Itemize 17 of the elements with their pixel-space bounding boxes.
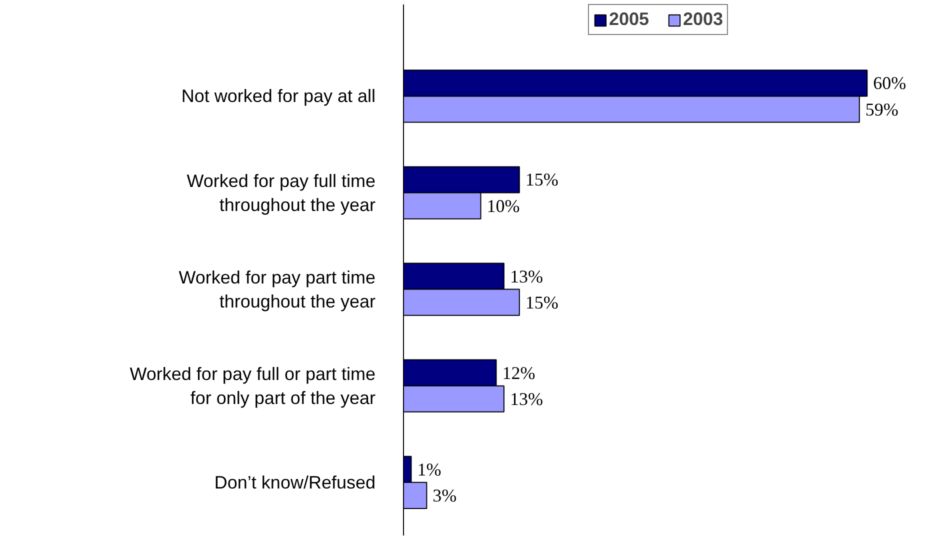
legend-label: 2003 <box>683 9 724 30</box>
data-label: 15% <box>525 292 558 312</box>
y-tick-label: Not worked for pay at all <box>181 86 376 106</box>
data-label: 15% <box>525 170 558 190</box>
data-label: 59% <box>865 99 898 120</box>
data-label: 60% <box>873 73 906 94</box>
y-tick-label: Worked for pay full time throughout the year <box>186 170 376 215</box>
y-tick-label: Worked for pay part time throughout the year <box>178 267 376 312</box>
data-label: 3% <box>432 485 457 506</box>
data-label: 13% <box>510 266 543 286</box>
legend-label: 2005 <box>608 9 649 30</box>
y-tick-label: Don’t know/Refused <box>214 472 376 492</box>
data-label: 13% <box>510 388 543 409</box>
data-label: 12% <box>502 362 536 383</box>
y-tick-label: Worked for pay full or part time for only part of the year <box>130 364 376 408</box>
data-label: 10% <box>486 196 520 216</box>
data-label: 1% <box>417 459 442 480</box>
